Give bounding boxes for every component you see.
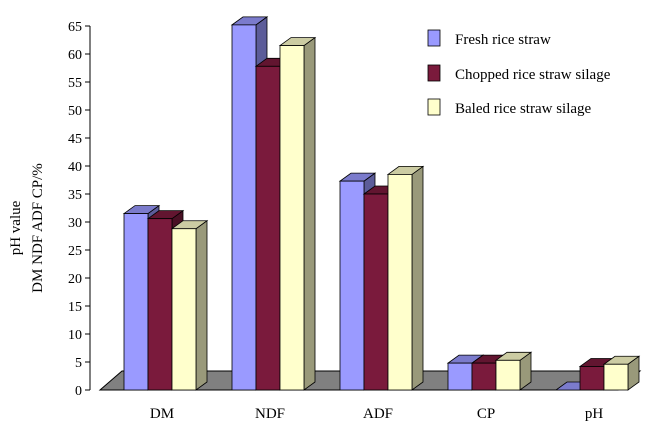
bar-front (471, 362, 497, 391)
bar (494, 351, 533, 391)
y-tick-label: 10 (68, 328, 82, 343)
bar-side (411, 165, 424, 391)
bar-front (255, 65, 281, 391)
y-tick-label: 65 (68, 20, 82, 35)
y-axis-label: pH value DM NDF ADF CP/% (8, 163, 46, 293)
bar-front (171, 228, 197, 391)
y-tick-label: 5 (75, 356, 82, 371)
legend-label: Baled rice straw silage (455, 101, 592, 117)
legend-item: Baled rice straw silage (427, 98, 592, 117)
legend-item: Fresh rice straw (427, 29, 551, 48)
x-tick-label: pH (585, 406, 604, 422)
x-tick-label: NDF (255, 406, 285, 422)
bar-front (579, 366, 605, 391)
y-tick-label: 30 (68, 216, 82, 231)
bar (386, 165, 425, 391)
bar-front (447, 362, 473, 391)
y-axis: 0 5 10 15 20 25 30 35 40 45 50 55 60 65 (68, 20, 91, 399)
y-axis-label-line-1: pH value (8, 200, 24, 255)
bar-front (387, 173, 413, 391)
y-tick-label: 15 (68, 300, 82, 315)
legend-swatch (427, 98, 441, 116)
legend-item: Chopped rice straw silage (427, 64, 611, 83)
bar-front (339, 180, 365, 391)
y-tick-label: 45 (68, 132, 82, 147)
y-tick-label: 35 (68, 188, 82, 203)
y-tick-label: 60 (68, 48, 82, 63)
legend-swatch (427, 64, 441, 82)
legend-swatch (427, 29, 441, 47)
bar-side (303, 36, 316, 391)
x-tick-label: ADF (363, 406, 393, 422)
bar (170, 219, 209, 391)
y-tick-label: 40 (68, 160, 82, 175)
bar-front (603, 363, 629, 391)
bar-front (231, 24, 257, 391)
bar (278, 36, 317, 391)
x-tick-label: CP (477, 406, 495, 422)
bar-front (147, 218, 173, 391)
bar-front (495, 359, 521, 391)
legend-label: Chopped rice straw silage (455, 67, 611, 83)
bars (122, 16, 641, 391)
legend: Fresh rice straw Chopped rice straw silag… (427, 29, 611, 117)
bar-side (195, 219, 208, 391)
y-tick-label: 55 (68, 76, 82, 91)
y-tick-label: 50 (68, 104, 82, 119)
y-tick-label: 25 (68, 244, 82, 259)
legend-label: Fresh rice straw (455, 32, 551, 48)
bar (602, 355, 641, 391)
bar-front (123, 213, 149, 391)
x-tick-label: DM (150, 406, 174, 422)
y-tick-label: 0 (75, 384, 82, 399)
y-axis-label-line-2: DM NDF ADF CP/% (30, 163, 46, 293)
bar-front (363, 193, 389, 391)
x-axis: DM NDF ADF CP pH (150, 406, 603, 422)
bar-front (279, 45, 305, 391)
y-tick-label: 20 (68, 272, 82, 287)
